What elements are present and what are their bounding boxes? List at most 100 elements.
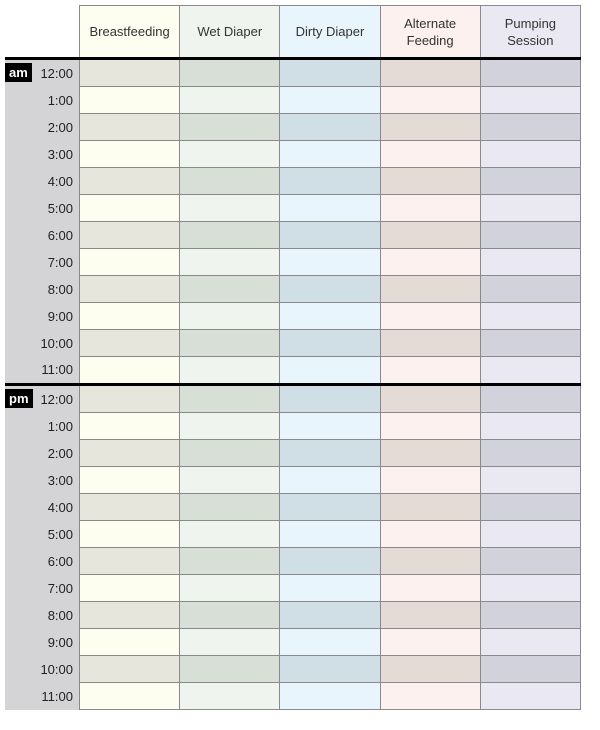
log-cell[interactable]	[479, 628, 582, 656]
log-cell[interactable]	[379, 628, 481, 656]
log-cell[interactable]	[479, 140, 582, 168]
log-cell[interactable]	[379, 547, 481, 575]
log-cell[interactable]	[279, 655, 381, 683]
log-cell[interactable]	[379, 466, 481, 494]
log-cell[interactable]	[78, 682, 181, 710]
log-cell[interactable]	[179, 439, 281, 467]
log-cell[interactable]	[479, 466, 582, 494]
log-cell[interactable]	[179, 194, 281, 222]
log-cell[interactable]	[179, 356, 281, 385]
log-cell[interactable]	[179, 383, 281, 413]
log-cell[interactable]	[279, 601, 381, 629]
log-cell[interactable]	[279, 439, 381, 467]
log-cell[interactable]	[179, 520, 281, 548]
log-cell[interactable]	[179, 655, 281, 683]
log-cell[interactable]	[479, 356, 582, 385]
log-cell[interactable]	[279, 248, 381, 276]
log-cell[interactable]	[279, 113, 381, 141]
log-cell[interactable]	[78, 167, 181, 195]
log-cell[interactable]	[479, 302, 582, 330]
log-cell[interactable]	[279, 466, 381, 494]
log-cell[interactable]	[279, 194, 381, 222]
log-cell[interactable]	[479, 493, 582, 521]
log-cell[interactable]	[279, 628, 381, 656]
log-cell[interactable]	[78, 194, 181, 222]
log-cell[interactable]	[379, 113, 481, 141]
log-cell[interactable]	[179, 275, 281, 303]
log-cell[interactable]	[179, 682, 281, 710]
log-cell[interactable]	[379, 439, 481, 467]
log-cell[interactable]	[179, 302, 281, 330]
log-cell[interactable]	[279, 86, 381, 114]
log-cell[interactable]	[78, 601, 181, 629]
log-cell[interactable]	[379, 493, 481, 521]
log-cell[interactable]	[279, 221, 381, 249]
log-cell[interactable]	[179, 221, 281, 249]
log-cell[interactable]	[179, 412, 281, 440]
log-cell[interactable]	[379, 302, 481, 330]
log-cell[interactable]	[479, 520, 582, 548]
log-cell[interactable]	[78, 493, 181, 521]
log-cell[interactable]	[279, 383, 381, 413]
log-cell[interactable]	[179, 466, 281, 494]
log-cell[interactable]	[379, 58, 481, 87]
log-cell[interactable]	[78, 412, 181, 440]
log-cell[interactable]	[479, 58, 582, 87]
log-cell[interactable]	[78, 275, 181, 303]
log-cell[interactable]	[479, 655, 582, 683]
log-cell[interactable]	[179, 601, 281, 629]
log-cell[interactable]	[379, 86, 481, 114]
log-cell[interactable]	[479, 601, 582, 629]
log-cell[interactable]	[479, 329, 582, 357]
log-cell[interactable]	[78, 628, 181, 656]
log-cell[interactable]	[279, 167, 381, 195]
log-cell[interactable]	[78, 329, 181, 357]
log-cell[interactable]	[279, 302, 381, 330]
log-cell[interactable]	[279, 547, 381, 575]
log-cell[interactable]	[78, 248, 181, 276]
log-cell[interactable]	[379, 194, 481, 222]
log-cell[interactable]	[479, 412, 582, 440]
log-cell[interactable]	[279, 275, 381, 303]
log-cell[interactable]	[479, 113, 582, 141]
log-cell[interactable]	[78, 356, 181, 385]
log-cell[interactable]	[179, 58, 281, 87]
log-cell[interactable]	[379, 655, 481, 683]
log-cell[interactable]	[379, 275, 481, 303]
log-cell[interactable]	[279, 140, 381, 168]
log-cell[interactable]	[179, 547, 281, 575]
log-cell[interactable]	[279, 493, 381, 521]
log-cell[interactable]	[479, 547, 582, 575]
log-cell[interactable]	[78, 520, 181, 548]
log-cell[interactable]	[78, 302, 181, 330]
log-cell[interactable]	[179, 493, 281, 521]
log-cell[interactable]	[379, 140, 481, 168]
log-cell[interactable]	[78, 655, 181, 683]
log-cell[interactable]	[479, 86, 582, 114]
log-cell[interactable]	[479, 383, 582, 413]
log-cell[interactable]	[379, 383, 481, 413]
log-cell[interactable]	[479, 275, 582, 303]
log-cell[interactable]	[379, 221, 481, 249]
log-cell[interactable]	[479, 439, 582, 467]
log-cell[interactable]	[179, 329, 281, 357]
log-cell[interactable]	[78, 466, 181, 494]
log-cell[interactable]	[78, 58, 181, 87]
log-cell[interactable]	[379, 574, 481, 602]
log-cell[interactable]	[179, 628, 281, 656]
log-cell[interactable]	[179, 86, 281, 114]
log-cell[interactable]	[479, 194, 582, 222]
log-cell[interactable]	[78, 86, 181, 114]
log-cell[interactable]	[279, 520, 381, 548]
log-cell[interactable]	[279, 574, 381, 602]
log-cell[interactable]	[179, 248, 281, 276]
log-cell[interactable]	[179, 574, 281, 602]
log-cell[interactable]	[379, 520, 481, 548]
log-cell[interactable]	[78, 140, 181, 168]
log-cell[interactable]	[479, 248, 582, 276]
log-cell[interactable]	[78, 383, 181, 413]
log-cell[interactable]	[479, 221, 582, 249]
log-cell[interactable]	[379, 412, 481, 440]
log-cell[interactable]	[279, 58, 381, 87]
log-cell[interactable]	[279, 356, 381, 385]
